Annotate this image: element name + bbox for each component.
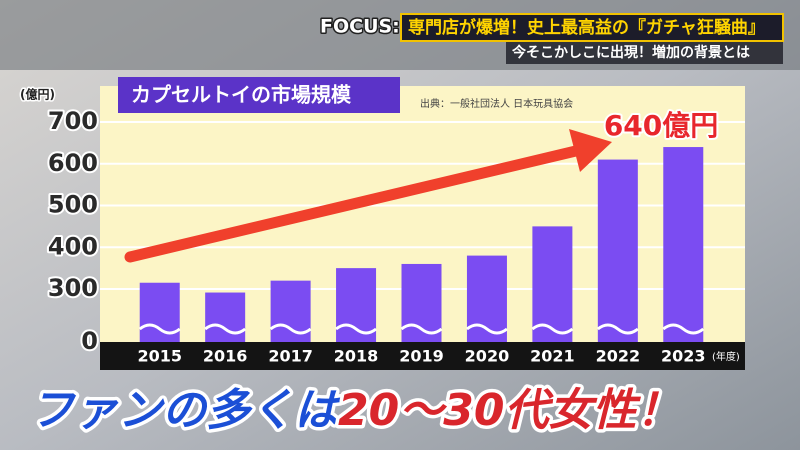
y-tick-label: 500 [48,191,98,219]
x-tick-label: 2015 [137,347,182,366]
axis-break-wave [531,323,574,335]
x-tick-label: 2021 [530,347,575,366]
axis-break-wave [204,323,247,335]
y-tick-label: 700 [48,107,98,135]
bar [532,226,573,342]
x-axis-band [100,342,745,370]
x-tick-label: 2022 [596,347,641,366]
x-tick-label: 2019 [399,347,444,366]
value-label: 640億円 [604,109,718,142]
axis-break-wave [596,323,639,335]
focus-tag: FOCUS: [320,16,400,38]
trend-arrow [124,129,612,263]
title-box [118,77,400,113]
axis-break-wave [138,323,181,335]
y-tick-label: 0 [81,327,98,355]
caption: ファンの多くは20〜30代女性！ [30,385,680,436]
axis-break-wave [400,323,443,335]
headline-box [400,13,784,42]
bar [663,147,704,342]
subheadline: 今そこかしこに出現！増加の背景とは [511,44,750,61]
source: 出典：一般社団法人 日本玩具協会 [420,97,573,110]
axis-break-wave [335,323,377,335]
axis-break-wave [662,323,705,335]
x-unit: (年度) [712,350,740,363]
x-tick-label: 2018 [334,347,379,366]
y-unit: (億円) [20,87,55,102]
caption-part: 20〜30代女性！ [338,385,680,436]
subheadline-box [506,42,783,64]
x-tick-label: 2023 [661,347,706,366]
axis-break-wave [269,323,312,335]
headline: 専門店が爆増！史上最高益の『ガチャ狂騒曲』 [408,17,765,38]
plot: 0 300 400 500 600 700 2015 2016 2017 2018 2019 2020… [46,105,745,366]
bar [597,159,638,342]
y-tick-label: 600 [48,149,98,177]
axis-break-wave [466,323,508,335]
bar [205,292,246,342]
arrow-shaft [124,144,586,263]
caption-part: ファンの多くは [30,385,342,436]
y-tick-label: 300 [48,274,98,302]
arrow-head [569,129,612,172]
y-tick-label: 400 [48,232,98,260]
chart-title: カプセルトイの市場規模 [131,83,352,107]
x-tick-label: 2020 [465,347,510,366]
x-tick-label: 2016 [203,347,248,366]
x-tick-label: 2017 [268,347,313,366]
